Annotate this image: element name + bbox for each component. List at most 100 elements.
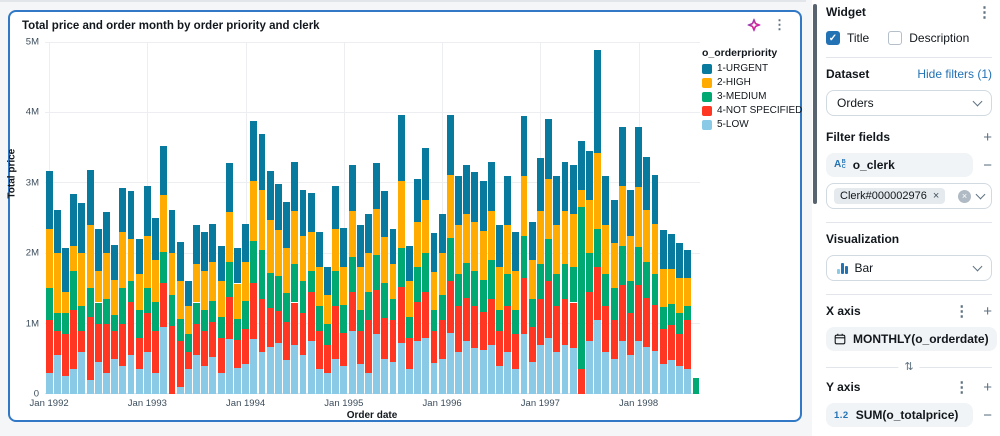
bar-segment[interactable] bbox=[184, 306, 192, 335]
bar-segment[interactable] bbox=[168, 294, 176, 327]
bar-segment[interactable] bbox=[94, 302, 102, 324]
bar-segment[interactable] bbox=[365, 291, 372, 321]
bar-segment[interactable] bbox=[299, 235, 307, 282]
bar-segment[interactable] bbox=[684, 277, 692, 306]
filter-value-combobox[interactable]: Clerk#000002976 × × bbox=[826, 183, 992, 209]
bar-segment[interactable] bbox=[111, 358, 119, 394]
bar-segment[interactable] bbox=[332, 186, 340, 229]
bar-segment[interactable] bbox=[381, 282, 389, 318]
bar-segment[interactable] bbox=[471, 221, 479, 271]
bar-segment[interactable] bbox=[176, 340, 184, 387]
bar-segment[interactable] bbox=[667, 360, 675, 394]
bar-segment[interactable] bbox=[586, 291, 593, 342]
bar-segment[interactable] bbox=[528, 260, 536, 299]
bar-segment[interactable] bbox=[577, 369, 585, 394]
bar-segment[interactable] bbox=[651, 224, 659, 274]
bar-segment[interactable] bbox=[365, 372, 372, 394]
bar-segment[interactable] bbox=[553, 274, 561, 306]
bar-segment[interactable] bbox=[496, 267, 503, 310]
ai-sparkle-icon[interactable] bbox=[747, 18, 761, 32]
bar-segment[interactable] bbox=[53, 313, 61, 331]
bar-segment[interactable] bbox=[610, 320, 618, 359]
bar-segment[interactable] bbox=[94, 270, 102, 303]
bar-segment[interactable] bbox=[45, 228, 53, 289]
bar-segment[interactable] bbox=[602, 175, 610, 226]
bar-segment[interactable] bbox=[520, 334, 528, 394]
bar-segment[interactable] bbox=[291, 344, 299, 394]
bar-segment[interactable] bbox=[610, 242, 618, 289]
bar-segment[interactable] bbox=[643, 156, 651, 210]
bar-segment[interactable] bbox=[86, 379, 94, 394]
bar-segment[interactable] bbox=[274, 310, 282, 343]
bar-segment[interactable] bbox=[340, 333, 348, 366]
bar-segment[interactable] bbox=[193, 225, 200, 264]
bar-segment[interactable] bbox=[471, 270, 479, 306]
bar-segment[interactable] bbox=[553, 225, 561, 275]
swap-axes-icon[interactable]: ⇅ bbox=[898, 361, 920, 373]
bar-segment[interactable] bbox=[291, 210, 299, 264]
bar-segment[interactable] bbox=[201, 365, 209, 394]
x-axis-kebab-icon[interactable]: ⋮ bbox=[954, 302, 970, 320]
bar-segment[interactable] bbox=[520, 277, 528, 335]
bar-segment[interactable] bbox=[487, 161, 495, 211]
bar-segment[interactable] bbox=[127, 281, 135, 303]
bar-segment[interactable] bbox=[610, 358, 618, 394]
bar-segment[interactable] bbox=[324, 344, 331, 373]
bar-segment[interactable] bbox=[496, 330, 503, 366]
bar-segment[interactable] bbox=[586, 341, 593, 394]
bar-segment[interactable] bbox=[389, 320, 397, 363]
bar-segment[interactable] bbox=[258, 189, 266, 250]
bar-segment[interactable] bbox=[373, 289, 381, 335]
bar-segment[interactable] bbox=[602, 351, 610, 394]
bar-segment[interactable] bbox=[160, 251, 168, 284]
bar-segment[interactable] bbox=[299, 355, 307, 394]
bar-segment[interactable] bbox=[659, 328, 667, 364]
bar-segment[interactable] bbox=[602, 274, 610, 306]
bar-segment[interactable] bbox=[569, 302, 577, 349]
bar-segment[interactable] bbox=[610, 288, 618, 321]
bar-segment[interactable] bbox=[405, 316, 413, 338]
bar-segment[interactable] bbox=[78, 203, 86, 254]
bar-segment[interactable] bbox=[209, 322, 217, 358]
bar-segment[interactable] bbox=[127, 191, 135, 240]
bar-segment[interactable] bbox=[45, 288, 53, 321]
bar-segment[interactable] bbox=[397, 248, 405, 287]
bar-segment[interactable] bbox=[184, 281, 192, 306]
bar-segment[interactable] bbox=[414, 179, 421, 222]
bar-segment[interactable] bbox=[234, 318, 241, 340]
bar-segment[interactable] bbox=[487, 344, 495, 394]
bar-segment[interactable] bbox=[438, 214, 446, 254]
bar-segment[interactable] bbox=[627, 281, 634, 314]
bar-segment[interactable] bbox=[430, 310, 438, 332]
bar-segment[interactable] bbox=[627, 355, 634, 394]
bar-segment[interactable] bbox=[471, 348, 479, 394]
bar-segment[interactable] bbox=[479, 181, 487, 231]
bar-segment[interactable] bbox=[324, 267, 331, 296]
bar-segment[interactable] bbox=[217, 281, 225, 317]
bar-segment[interactable] bbox=[193, 323, 200, 356]
bar-segment[interactable] bbox=[455, 306, 462, 352]
bar-segment[interactable] bbox=[201, 309, 209, 331]
bar-segment[interactable] bbox=[446, 280, 454, 334]
bar-segment[interactable] bbox=[479, 350, 487, 394]
bar-segment[interactable] bbox=[438, 253, 446, 296]
bar-segment[interactable] bbox=[45, 372, 53, 394]
bar-segment[interactable] bbox=[250, 180, 258, 241]
bar-segment[interactable] bbox=[324, 295, 331, 324]
bar-segment[interactable] bbox=[201, 270, 209, 310]
bar-segment[interactable] bbox=[561, 298, 569, 345]
bar-segment[interactable] bbox=[684, 306, 692, 321]
bar-segment[interactable] bbox=[234, 283, 241, 319]
bar-segment[interactable] bbox=[201, 232, 209, 271]
bar-segment[interactable] bbox=[397, 343, 405, 394]
bar-segment[interactable] bbox=[635, 187, 643, 247]
bar-segment[interactable] bbox=[291, 302, 299, 345]
hide-filters-link[interactable]: Hide filters (1) bbox=[917, 67, 992, 81]
bar-segment[interactable] bbox=[463, 340, 471, 394]
bar-segment[interactable] bbox=[209, 262, 217, 302]
bar-segment[interactable] bbox=[577, 189, 585, 208]
bar-segment[interactable] bbox=[545, 337, 552, 394]
bar-segment[interactable] bbox=[389, 228, 397, 264]
bar-segment[interactable] bbox=[577, 207, 585, 370]
legend-item[interactable]: 4-NOT SPECIFIED bbox=[702, 105, 802, 116]
